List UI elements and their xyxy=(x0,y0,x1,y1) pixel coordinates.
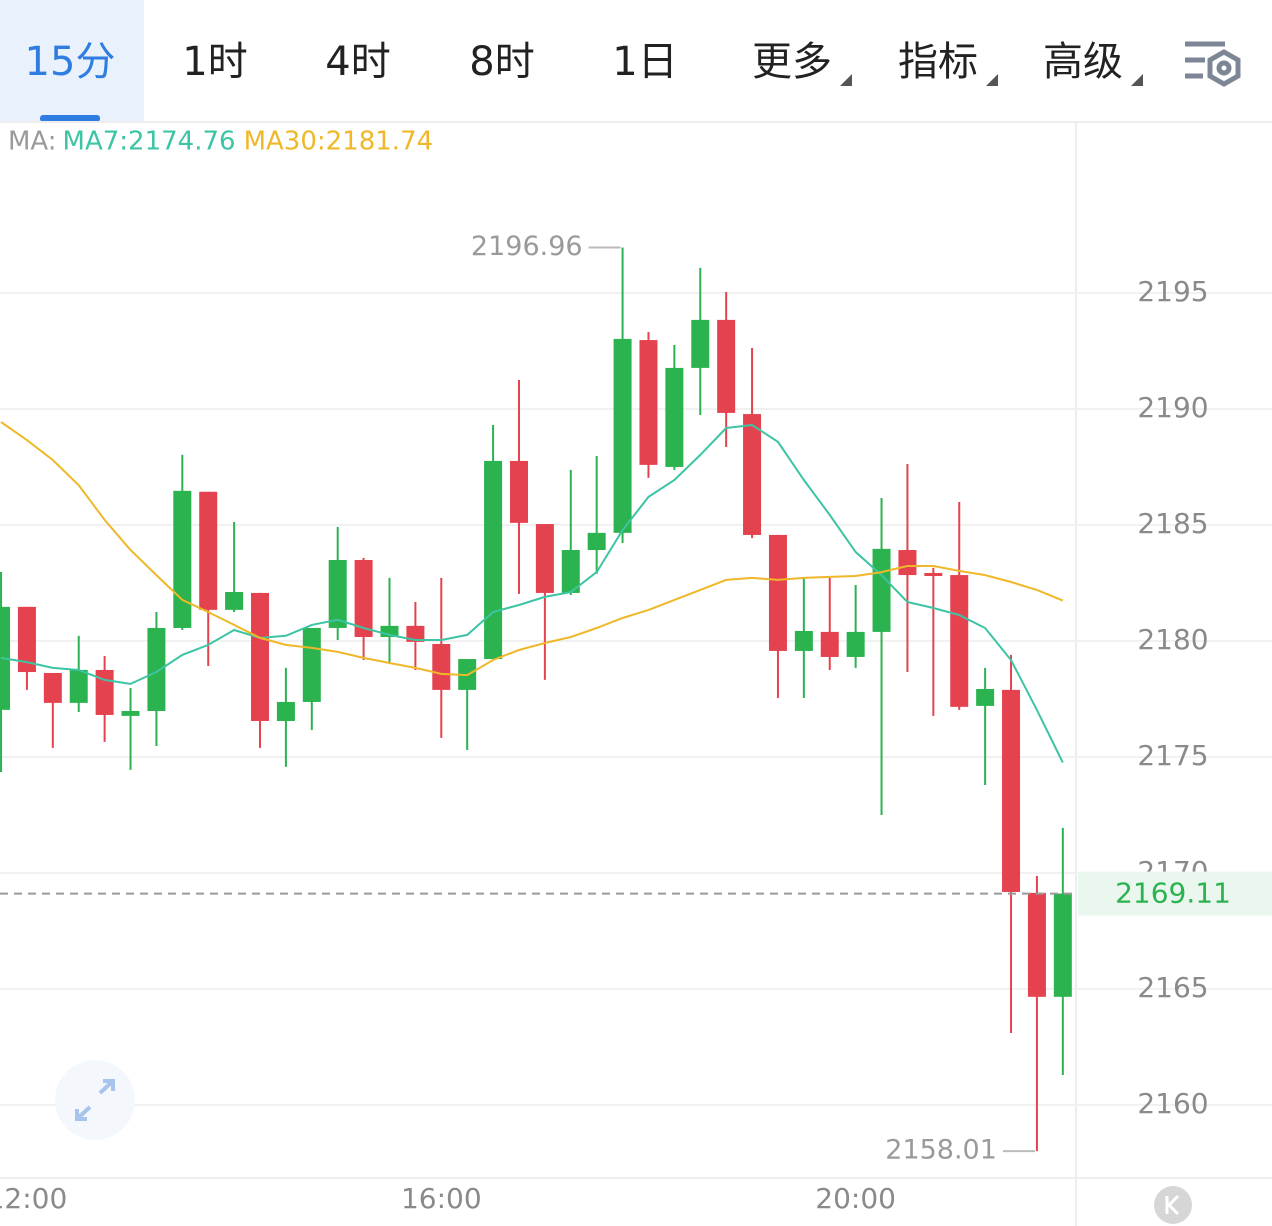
last-price-label: 2169.11 xyxy=(1115,877,1231,910)
candle-body xyxy=(17,606,36,673)
extreme-label: 2158.01 xyxy=(885,1135,997,1166)
tab-label[interactable]: 1日 xyxy=(612,39,677,85)
candle-body xyxy=(276,701,295,721)
candle-body xyxy=(406,625,425,642)
candle-body xyxy=(43,672,62,703)
k-bg xyxy=(1154,1186,1192,1224)
candle-body xyxy=(380,625,399,638)
k-button[interactable] xyxy=(1154,1186,1192,1224)
candle-body xyxy=(639,340,658,465)
tab-label[interactable]: 指标 xyxy=(898,39,978,85)
candle-body xyxy=(1027,892,1046,997)
candle-body xyxy=(509,460,528,523)
candle-body xyxy=(147,627,166,712)
candle-body xyxy=(484,460,503,660)
candle-body xyxy=(69,669,88,703)
candle-body xyxy=(872,548,891,632)
candle-body xyxy=(924,572,943,576)
y-tick-label: 2160 xyxy=(1137,1087,1208,1120)
tab-label[interactable]: 1时 xyxy=(182,39,247,85)
tab-label[interactable]: 15分 xyxy=(25,39,116,85)
candle-body xyxy=(561,550,580,593)
candle-body xyxy=(432,643,451,690)
candle-body xyxy=(302,627,321,702)
candle-body xyxy=(328,559,347,628)
candle-body xyxy=(665,367,684,467)
legend-entry: MA30:2181.74 xyxy=(244,127,434,157)
x-tick-label: 16:00 xyxy=(401,1182,482,1215)
x-tick-label: 20:00 xyxy=(815,1182,896,1215)
overlay: 2196.96 2158.01 2169.11 xyxy=(0,231,1272,1166)
grid: 2160216521702175218021852190219512:0016:… xyxy=(0,275,1272,1215)
candle-body xyxy=(354,559,373,638)
candle-body xyxy=(743,414,762,535)
x-tick-label: 12:00 xyxy=(0,1182,67,1215)
ma-prefix: MA: xyxy=(8,127,57,157)
icon-hex xyxy=(1207,49,1241,87)
candle-body xyxy=(976,688,995,706)
tab-label[interactable]: 高级 xyxy=(1043,39,1123,85)
candle-body xyxy=(121,711,140,716)
expand-glyph xyxy=(75,1079,115,1121)
dropdown-caret xyxy=(986,74,998,86)
tab-bar: 15分 1时 4时 8时 1日 更多 指标 高级 xyxy=(0,0,1143,122)
dropdown-caret xyxy=(1131,74,1143,86)
expand-bg xyxy=(55,1060,135,1140)
candle-body xyxy=(251,592,270,721)
k-glyph xyxy=(1165,1194,1180,1216)
candle-body xyxy=(820,631,839,657)
ma-line xyxy=(0,423,1064,763)
candle-body xyxy=(846,631,865,657)
tab-label[interactable]: 更多 xyxy=(752,39,832,85)
legend-entry: MA7:2174.76 xyxy=(63,127,236,157)
candle-body xyxy=(199,491,218,610)
ma-line xyxy=(0,421,1064,677)
y-tick-label: 2190 xyxy=(1137,391,1208,424)
plot-area xyxy=(0,247,1072,1152)
candle-body xyxy=(794,630,813,651)
dropdown-caret xyxy=(840,74,852,86)
tab-label[interactable]: 8时 xyxy=(469,39,534,85)
y-tick-label: 2175 xyxy=(1137,739,1208,772)
y-tick-label: 2165 xyxy=(1137,971,1208,1004)
candle-body xyxy=(225,592,244,610)
candle-body xyxy=(1053,893,1072,997)
candle-body xyxy=(898,550,917,576)
last-price-box xyxy=(1078,871,1272,916)
extreme-label: 2196.96 xyxy=(471,231,583,262)
candle-body xyxy=(717,319,736,413)
expand-button[interactable] xyxy=(55,1060,135,1140)
y-tick-label: 2180 xyxy=(1137,623,1208,656)
icon-dot xyxy=(1216,60,1232,76)
active-tab-bg[interactable] xyxy=(0,0,144,122)
tab-label[interactable]: 4时 xyxy=(325,39,390,85)
candle-body xyxy=(1002,689,1021,892)
y-tick-label: 2195 xyxy=(1137,275,1208,308)
candle-body xyxy=(587,532,606,551)
y-tick-label: 2185 xyxy=(1137,507,1208,540)
candle-body xyxy=(768,534,787,651)
active-tab-indicator xyxy=(40,115,100,122)
candle-body xyxy=(613,338,632,533)
candle-body xyxy=(173,490,192,628)
settings-icon[interactable] xyxy=(1185,41,1241,87)
candle-body xyxy=(535,524,554,593)
candle-body xyxy=(950,575,969,707)
candle-body xyxy=(691,319,710,368)
